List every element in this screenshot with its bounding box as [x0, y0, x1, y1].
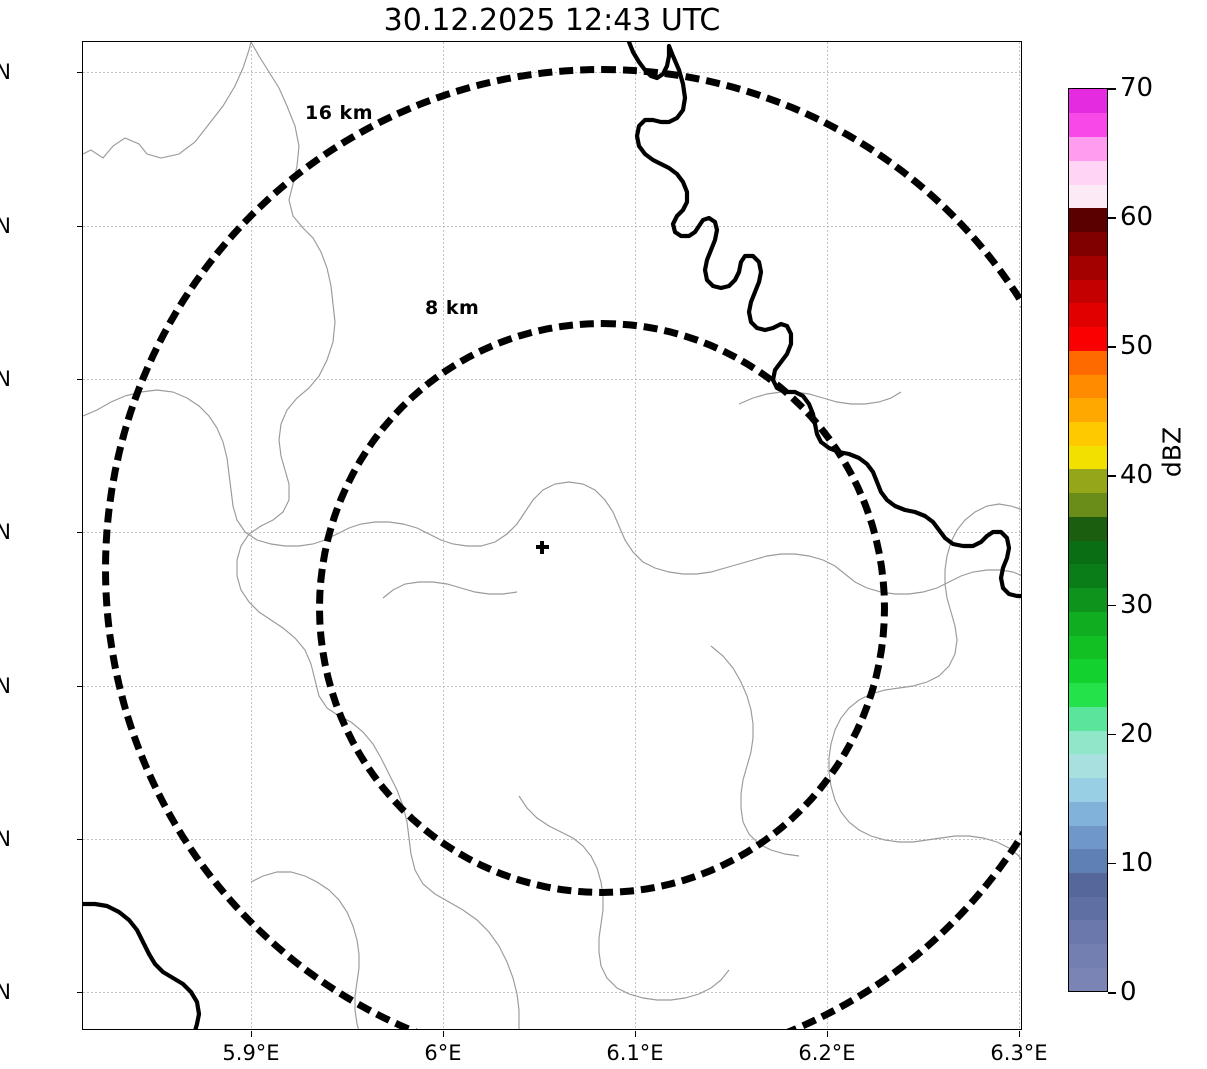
ytick-label: 49.95°N: [0, 214, 11, 238]
ytick-label: 49.7°N: [0, 980, 11, 1004]
colorbar-band: [1069, 587, 1107, 612]
colorbar-tick-label: 70: [1120, 73, 1154, 103]
colorbar-tick: [1108, 88, 1116, 90]
ytick-label: 49.8°N: [0, 674, 11, 698]
colorbar-band: [1069, 729, 1107, 755]
xtick-mark: [251, 1031, 253, 1037]
colorbar-band: [1069, 777, 1107, 802]
colorbar-tick: [1108, 604, 1116, 607]
colorbar-tick-label: 60: [1120, 202, 1154, 233]
ytick-mark: [77, 532, 83, 534]
colorbar-band: [1069, 943, 1107, 968]
xtick-label: 6.1°E: [606, 1041, 664, 1065]
ytick-label: 49.9°N: [0, 367, 11, 391]
colorbar-band: [1069, 160, 1107, 185]
colorbar-tick-label: 40: [1120, 460, 1154, 491]
xtick-label: 6.3°E: [990, 1041, 1048, 1065]
colorbar-band: [1069, 824, 1107, 850]
xtick-mark: [443, 1031, 445, 1037]
colorbar-tick-label: 30: [1120, 589, 1154, 620]
colorbar-band: [1069, 919, 1107, 945]
colorbar-band: [1069, 540, 1107, 565]
range-ring-16km-label: 16 km: [305, 102, 373, 124]
colorbar-tick: [1108, 475, 1116, 477]
xtick-mark: [635, 1031, 637, 1037]
colorbar-band: [1069, 397, 1107, 422]
colorbar-band: [1069, 350, 1107, 375]
ytick-label: 49.85°N: [0, 520, 11, 544]
page-title: 30.12.2025 12:43 UTC: [383, 3, 721, 38]
colorbar-tick: [1108, 992, 1116, 994]
ytick-label: 50°N: [0, 60, 11, 84]
colorbar: 0 10 20 30 40 50 60 70: [1068, 75, 1153, 1005]
colorbar-band: [1069, 89, 1107, 114]
colorbar-tick-label: 10: [1120, 847, 1154, 878]
range-ring-8km: [316, 320, 888, 896]
xtick-mark: [1019, 1031, 1021, 1037]
colorbar-band: [1069, 183, 1107, 209]
range-ring-16km: [102, 66, 1021, 1029]
ytick-mark: [77, 839, 83, 841]
colorbar-tick-label: 50: [1120, 331, 1154, 362]
xtick-label: 5.9°E: [222, 1041, 280, 1065]
colorbar-band: [1069, 658, 1107, 684]
ytick-mark: [77, 72, 83, 74]
colorbar-band: [1069, 326, 1107, 351]
colorbar-band: [1069, 468, 1107, 494]
ytick-mark: [77, 686, 83, 688]
colorbar-band: [1069, 848, 1107, 873]
colorbar-band: [1069, 801, 1107, 826]
ytick-mark: [77, 992, 83, 994]
colorbar-tick: [1108, 733, 1116, 736]
range-ring-8km-label: 8 km: [425, 297, 480, 319]
colorbar-band: [1069, 682, 1107, 707]
ytick-mark: [77, 226, 83, 228]
colorbar-band: [1069, 421, 1107, 446]
colorbar-band: [1069, 278, 1107, 304]
colorbar-title-text: dBZ: [1157, 426, 1187, 478]
colorbar-band: [1069, 753, 1107, 779]
colorbar-band: [1069, 302, 1107, 328]
colorbar-band: [1069, 231, 1107, 256]
ytick-mark: [77, 379, 83, 381]
colorbar-band: [1069, 967, 1107, 991]
xtick-label: 6°E: [424, 1041, 462, 1065]
colorbar-tick-label: 20: [1120, 718, 1154, 749]
colorbar-band: [1069, 255, 1107, 280]
colorbar-tick: [1108, 862, 1116, 865]
colorbar-tick-label: 0: [1120, 977, 1137, 1007]
colorbar-tick: [1108, 217, 1116, 219]
colorbar-band: [1069, 112, 1107, 138]
radar-map-axes: 16 km 8 km 50°N 49.95°N 49.9°N 49.85°N 4…: [0, 41, 1048, 1064]
colorbar-tick: [1108, 346, 1116, 348]
colorbar-title: dBZ: [1152, 0, 1192, 904]
colorbar-band: [1069, 611, 1107, 636]
colorbar-band: [1069, 706, 1107, 731]
colorbar-band: [1069, 872, 1107, 897]
colorbar-band: [1069, 492, 1107, 517]
colorbar-band: [1069, 445, 1107, 470]
xtick-mark: [827, 1031, 829, 1037]
colorbar-band: [1069, 516, 1107, 541]
colorbar-band: [1069, 136, 1107, 161]
colorbar-band: [1069, 373, 1107, 399]
xtick-label: 6.2°E: [798, 1041, 856, 1065]
colorbar-band: [1069, 634, 1107, 660]
radar-center-marker: [535, 540, 549, 554]
colorbar-band: [1069, 563, 1107, 589]
map-plot-area: 16 km 8 km: [83, 42, 1021, 1029]
colorbar-band: [1069, 207, 1107, 233]
colorbar-band: [1069, 896, 1107, 921]
colorbar-gradient: [1068, 88, 1108, 992]
ytick-label: 49.75°N: [0, 827, 11, 851]
